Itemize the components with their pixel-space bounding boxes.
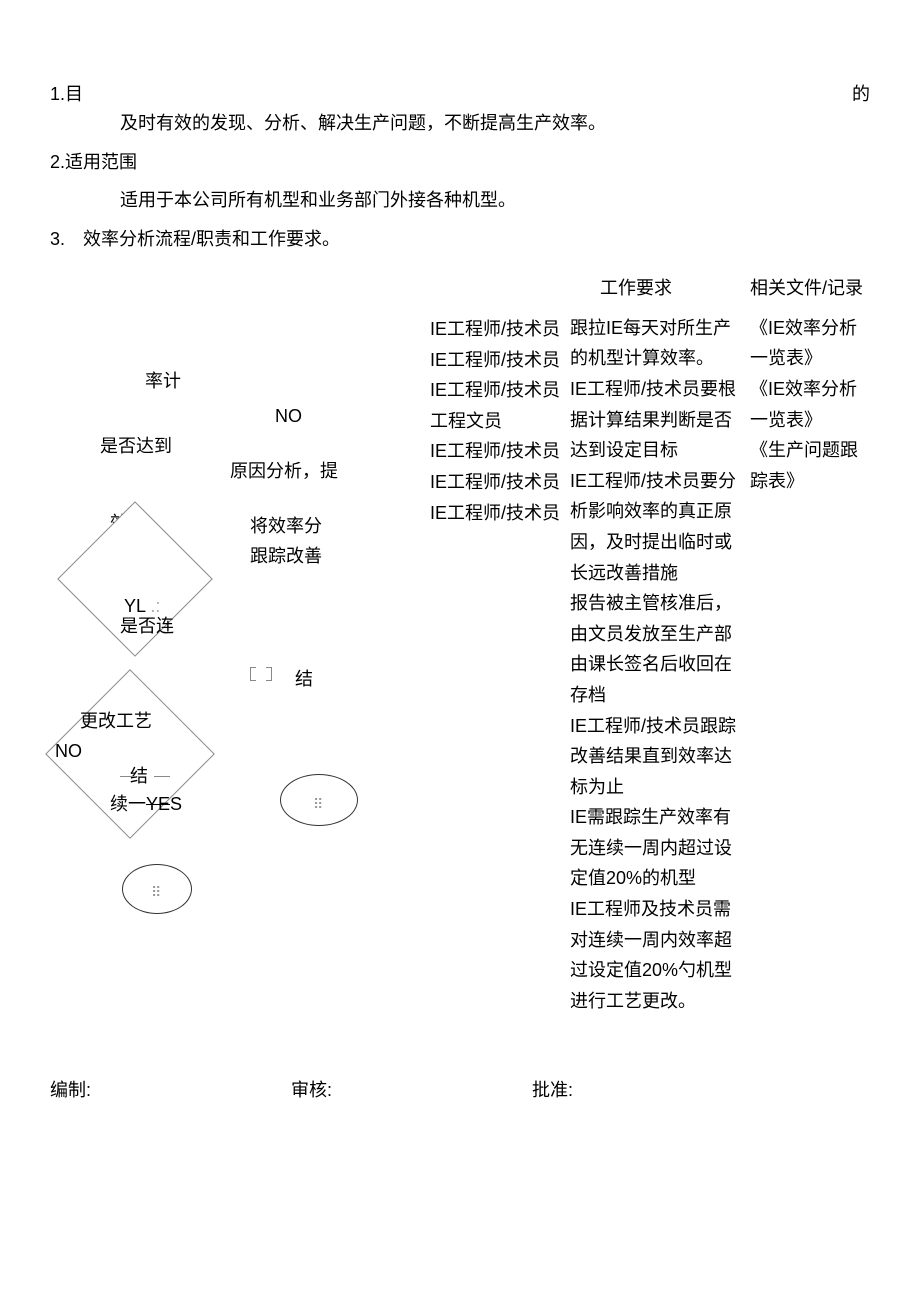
fc-no-1: NO [275, 404, 302, 429]
work-5: IE工程师/技术员跟踪改善结果直到效率达标为止 [570, 711, 740, 803]
section-2-body: 适用于本公司所有机型和业务部门外接各种机型。 [50, 186, 870, 215]
fc-reach-target: 是否达到 [100, 434, 172, 459]
fc-line-2 [154, 776, 170, 777]
section-1-right: 的 [852, 80, 870, 109]
fc-result-1: 结 [295, 667, 313, 692]
flowchart-column: 率计 NO 是否达到 原因分析，提 效 . . _ 将效率分 跟踪改善 YL .… [50, 274, 430, 874]
fc-change-process: 更改工艺 [80, 709, 152, 734]
fc-distribute: 将效率分 [250, 514, 322, 539]
doc-3: 《生产问题跟踪表》 [750, 435, 870, 496]
sig-approve: 批准: [532, 1076, 573, 1105]
role-6: IE工程师/技术员 [430, 467, 560, 498]
work-column: 工作要求 跟拉IE每天对所生产的机型计算效率。 IE工程师/技术员要根据计算结果… [570, 274, 750, 1016]
fc-no-2: NO [55, 739, 82, 764]
main-content-table: 率计 NO 是否达到 原因分析，提 效 . . _ 将效率分 跟踪改善 YL .… [50, 274, 870, 1016]
sig-compile: 编制: [50, 1076, 91, 1105]
work-4: 报告被主管核准后，由文员发放至生产部由课长签名后收回在存档 [570, 588, 740, 710]
work-list: 跟拉IE每天对所生产的机型计算效率。 IE工程师/技术员要根据计算结果判断是否达… [570, 313, 740, 1017]
docs-list: 《IE效率分析一览表》 《IE效率分析一览表》 《生产问题跟踪表》 [750, 313, 870, 497]
doc-1: 《IE效率分析一览表》 [750, 313, 870, 374]
work-2: IE工程师/技术员要根据计算结果判断是否达到设定目标 [570, 374, 740, 466]
role-2: IE工程师/技术员 [430, 345, 560, 376]
role-5: IE工程师/技术员 [430, 436, 560, 467]
fc-continue-yes: 续一YES [110, 792, 182, 817]
role-4: 工程文员 [430, 406, 560, 437]
fc-rate-calc: 率计 [145, 369, 181, 394]
doc-2: 《IE效率分析一览表》 [750, 374, 870, 435]
fc-continuous: 是否连 [120, 614, 174, 639]
fc-bracket-l [250, 667, 256, 681]
role-3: IE工程师/技术员 [430, 375, 560, 406]
fc-ellipse-2: ⠿ [122, 864, 192, 914]
work-7: IE工程师及技术员需对连续一周内效率超过设定值20%勺机型进行工艺更改。 [570, 894, 740, 1016]
section-1-left: 1.目 [50, 80, 83, 109]
fc-track-improve: 跟踪改善 [250, 544, 322, 569]
work-6: IE需跟踪生产效率有无连续一周内超过设定值20%的机型 [570, 802, 740, 894]
sig-review: 审核: [291, 1076, 332, 1105]
work-3: IE工程师/技术员要分析影响效率的真正原因，及时提出临时或长远改善措施 [570, 466, 740, 588]
section-1-heading: 1.目 的 [50, 80, 870, 109]
section-3-heading: 3. 效率分析流程/职责和工作要求。 [50, 225, 870, 254]
fc-cause-analysis: 原因分析，提 [230, 459, 338, 484]
docs-header: 相关文件/记录 [750, 274, 870, 303]
fc-bracket-r [266, 667, 272, 681]
roles-column: IE工程师/技术员 IE工程师/技术员 IE工程师/技术员 工程文员 IE工程师… [430, 274, 570, 1016]
roles-list: IE工程师/技术员 IE工程师/技术员 IE工程师/技术员 工程文员 IE工程师… [430, 314, 560, 528]
fc-dots-1: ⠿ [313, 793, 323, 815]
role-1: IE工程师/技术员 [430, 314, 560, 345]
role-7: IE工程师/技术员 [430, 498, 560, 529]
section-2-heading: 2.适用范围 [50, 148, 870, 177]
docs-column: 相关文件/记录 《IE效率分析一览表》 《IE效率分析一览表》 《生产问题跟踪表… [750, 274, 870, 1016]
fc-line-1 [120, 776, 136, 777]
signatures-row: 编制: 审核: 批准: [50, 1076, 870, 1105]
fc-ellipse-1: ⠿ [280, 774, 358, 826]
section-1-body: 及时有效的发现、分析、解决生产问题，不断提高生产效率。 [50, 109, 870, 138]
flowchart: 率计 NO 是否达到 原因分析，提 效 . . _ 将效率分 跟踪改善 YL .… [50, 274, 430, 874]
work-header: 工作要求 [570, 274, 740, 303]
work-1: 跟拉IE每天对所生产的机型计算效率。 [570, 313, 740, 374]
fc-dots-2: ⠿ [151, 881, 161, 903]
